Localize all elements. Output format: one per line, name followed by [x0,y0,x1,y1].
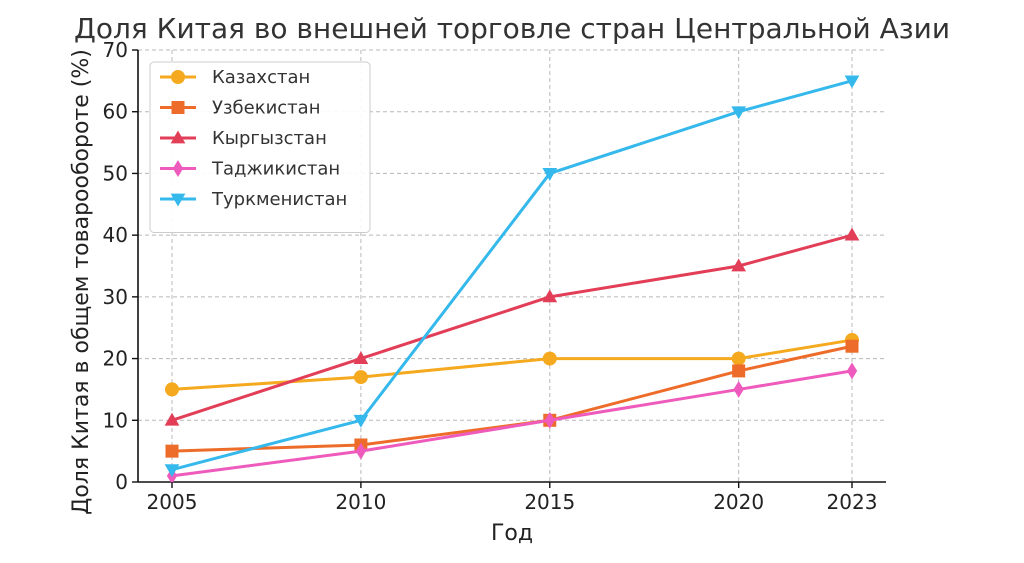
data-point [731,106,747,120]
data-point [846,362,858,380]
data-point [165,444,179,458]
data-point [355,442,367,460]
data-point [542,351,557,366]
x-tick-label: 2023 [827,490,878,514]
data-point [844,227,860,241]
legend-item: Туркменистан [160,189,347,210]
data-point [164,464,180,478]
data-point [733,380,744,398]
legend-label: Кыргызстан [212,128,327,149]
data-point [353,414,369,428]
y-axis-label: Доля Китая в общем товарообороте (%) [69,49,94,515]
legend-frame [149,61,371,233]
y-tick-label: 40 [103,223,128,247]
legend-marker [172,160,184,177]
y-tick-label: 20 [103,347,128,371]
data-point [353,370,368,385]
legend: Казахстан Узбекистан Кыргызстан Таджикистан… [149,61,371,233]
x-tick-label: 2005 [147,490,198,514]
legend-label: Казахстан [212,67,310,88]
series-4 [166,362,858,485]
legend-item: Таджикистан [160,159,340,180]
data-point [542,289,558,303]
y-tick-label: 50 [103,161,128,185]
legend-item: Казахстан [160,67,310,88]
series-5 [164,75,860,478]
legend-marker [170,193,186,207]
data-point [165,382,179,397]
chart-title: Доля Китая во внешней торговле стран Цен… [74,12,950,45]
series-3 [164,227,860,426]
data-point [353,351,369,364]
data-point [542,168,558,181]
legend-label: Узбекистан [212,98,320,119]
data-point [732,364,746,378]
data-point [844,75,860,89]
legend-item: Узбекистан [160,98,320,119]
data-point [544,411,555,429]
x-tick-label: 2020 [713,490,764,514]
x-axis-label: Год [491,521,533,546]
data-point [164,412,180,426]
x-tick-label: 2010 [335,490,386,514]
y-tick-label: 0 [115,470,128,494]
data-point [731,258,747,272]
y-tick-label: 30 [103,285,128,309]
legend-label: Туркменистан [211,189,347,210]
legend-marker [171,70,185,84]
x-tick-label: 2015 [524,490,575,514]
data-point [845,339,859,353]
legend-item: Кыргызстан [160,128,327,149]
y-tick-label: 10 [103,408,128,432]
legend-label: Таджикистан [211,159,340,180]
y-tick-label: 70 [103,38,128,62]
data-point [731,351,746,366]
legend-marker [170,130,186,144]
y-tick-label: 60 [103,100,128,124]
legend-marker [171,101,185,114]
